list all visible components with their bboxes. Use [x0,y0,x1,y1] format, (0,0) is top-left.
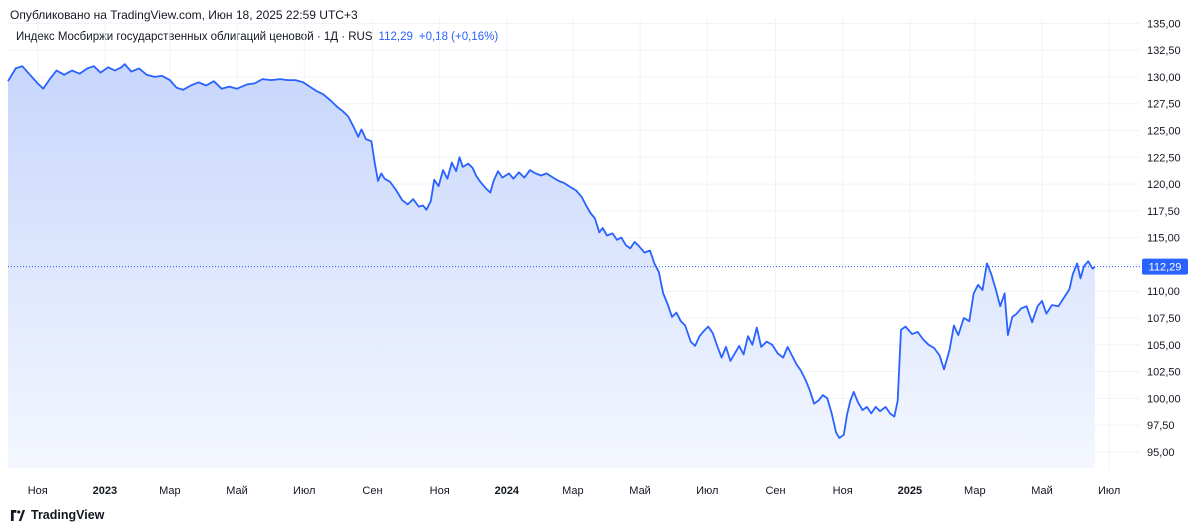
x-tick-label: 2023 [93,485,117,497]
y-tick-label: 97,50 [1147,420,1175,432]
y-tick-label: 127,50 [1147,99,1181,111]
last-price-label-bg [1142,258,1188,275]
y-tick-label: 125,00 [1147,126,1181,138]
footer-brand: TradingView [31,508,105,522]
price-chart[interactable]: 135,00 132,50 130,00 127,50 125,00 122,50 120,… [0,0,1200,505]
y-tick-label: 122,50 [1147,152,1181,164]
x-tick-label: Июл [696,485,718,497]
y-tick-label: 120,00 [1147,179,1181,191]
y-tick-label: 130,00 [1147,72,1181,84]
x-tick-label: Ноя [28,485,48,497]
x-tick-label: Ноя [833,485,853,497]
x-tick-label: Июл [1098,485,1120,497]
y-tick-label: 115,00 [1147,233,1180,245]
x-tick-label: Май [629,485,651,497]
y-tick-label: 135,00 [1147,18,1181,30]
series-area-fill [8,64,1095,468]
published-caption: Опубликовано на TradingView.com, Июн 18,… [10,8,358,22]
x-axis[interactable]: Ноя 2023 Мар Май Июл Сен Ноя 2024 Мар Май Июл Сен Но… [28,485,1121,497]
x-tick-label: Сен [765,485,785,497]
last-price-label: 112,29 [1142,258,1188,275]
x-tick-label: Сен [362,485,382,497]
series-line [7,63,1096,439]
y-tick-label: 110,00 [1147,286,1180,298]
x-tick-label: Май [1031,485,1053,497]
y-tick-label: 95,00 [1147,447,1175,459]
y-axis[interactable]: 135,00 132,50 130,00 127,50 125,00 122,50 120,… [1147,18,1181,459]
tradingview-logo-icon [10,509,26,521]
x-tick-label: 2025 [898,485,922,497]
x-tick-label: Мар [159,485,181,497]
x-tick-label: Май [226,485,248,497]
footer: TradingView [10,508,104,522]
last-price-label-text: 112,29 [1149,262,1182,274]
legend-last-value: 112,29 [378,31,413,43]
y-tick-label: 132,50 [1147,45,1181,57]
y-tick-label: 107,50 [1147,313,1181,325]
x-tick-label: Июл [293,485,315,497]
x-tick-label: Мар [562,485,584,497]
x-tick-label: Мар [964,485,986,497]
y-tick-label: 100,00 [1147,393,1181,405]
x-tick-label: 2024 [495,485,520,497]
legend-change: +0,18 (+0,16%) [418,31,499,43]
x-tick-label: Ноя [430,485,450,497]
y-tick-label: 102,50 [1147,367,1181,379]
y-tick-label: 105,00 [1147,340,1181,352]
y-tick-label: 117,50 [1147,206,1180,218]
